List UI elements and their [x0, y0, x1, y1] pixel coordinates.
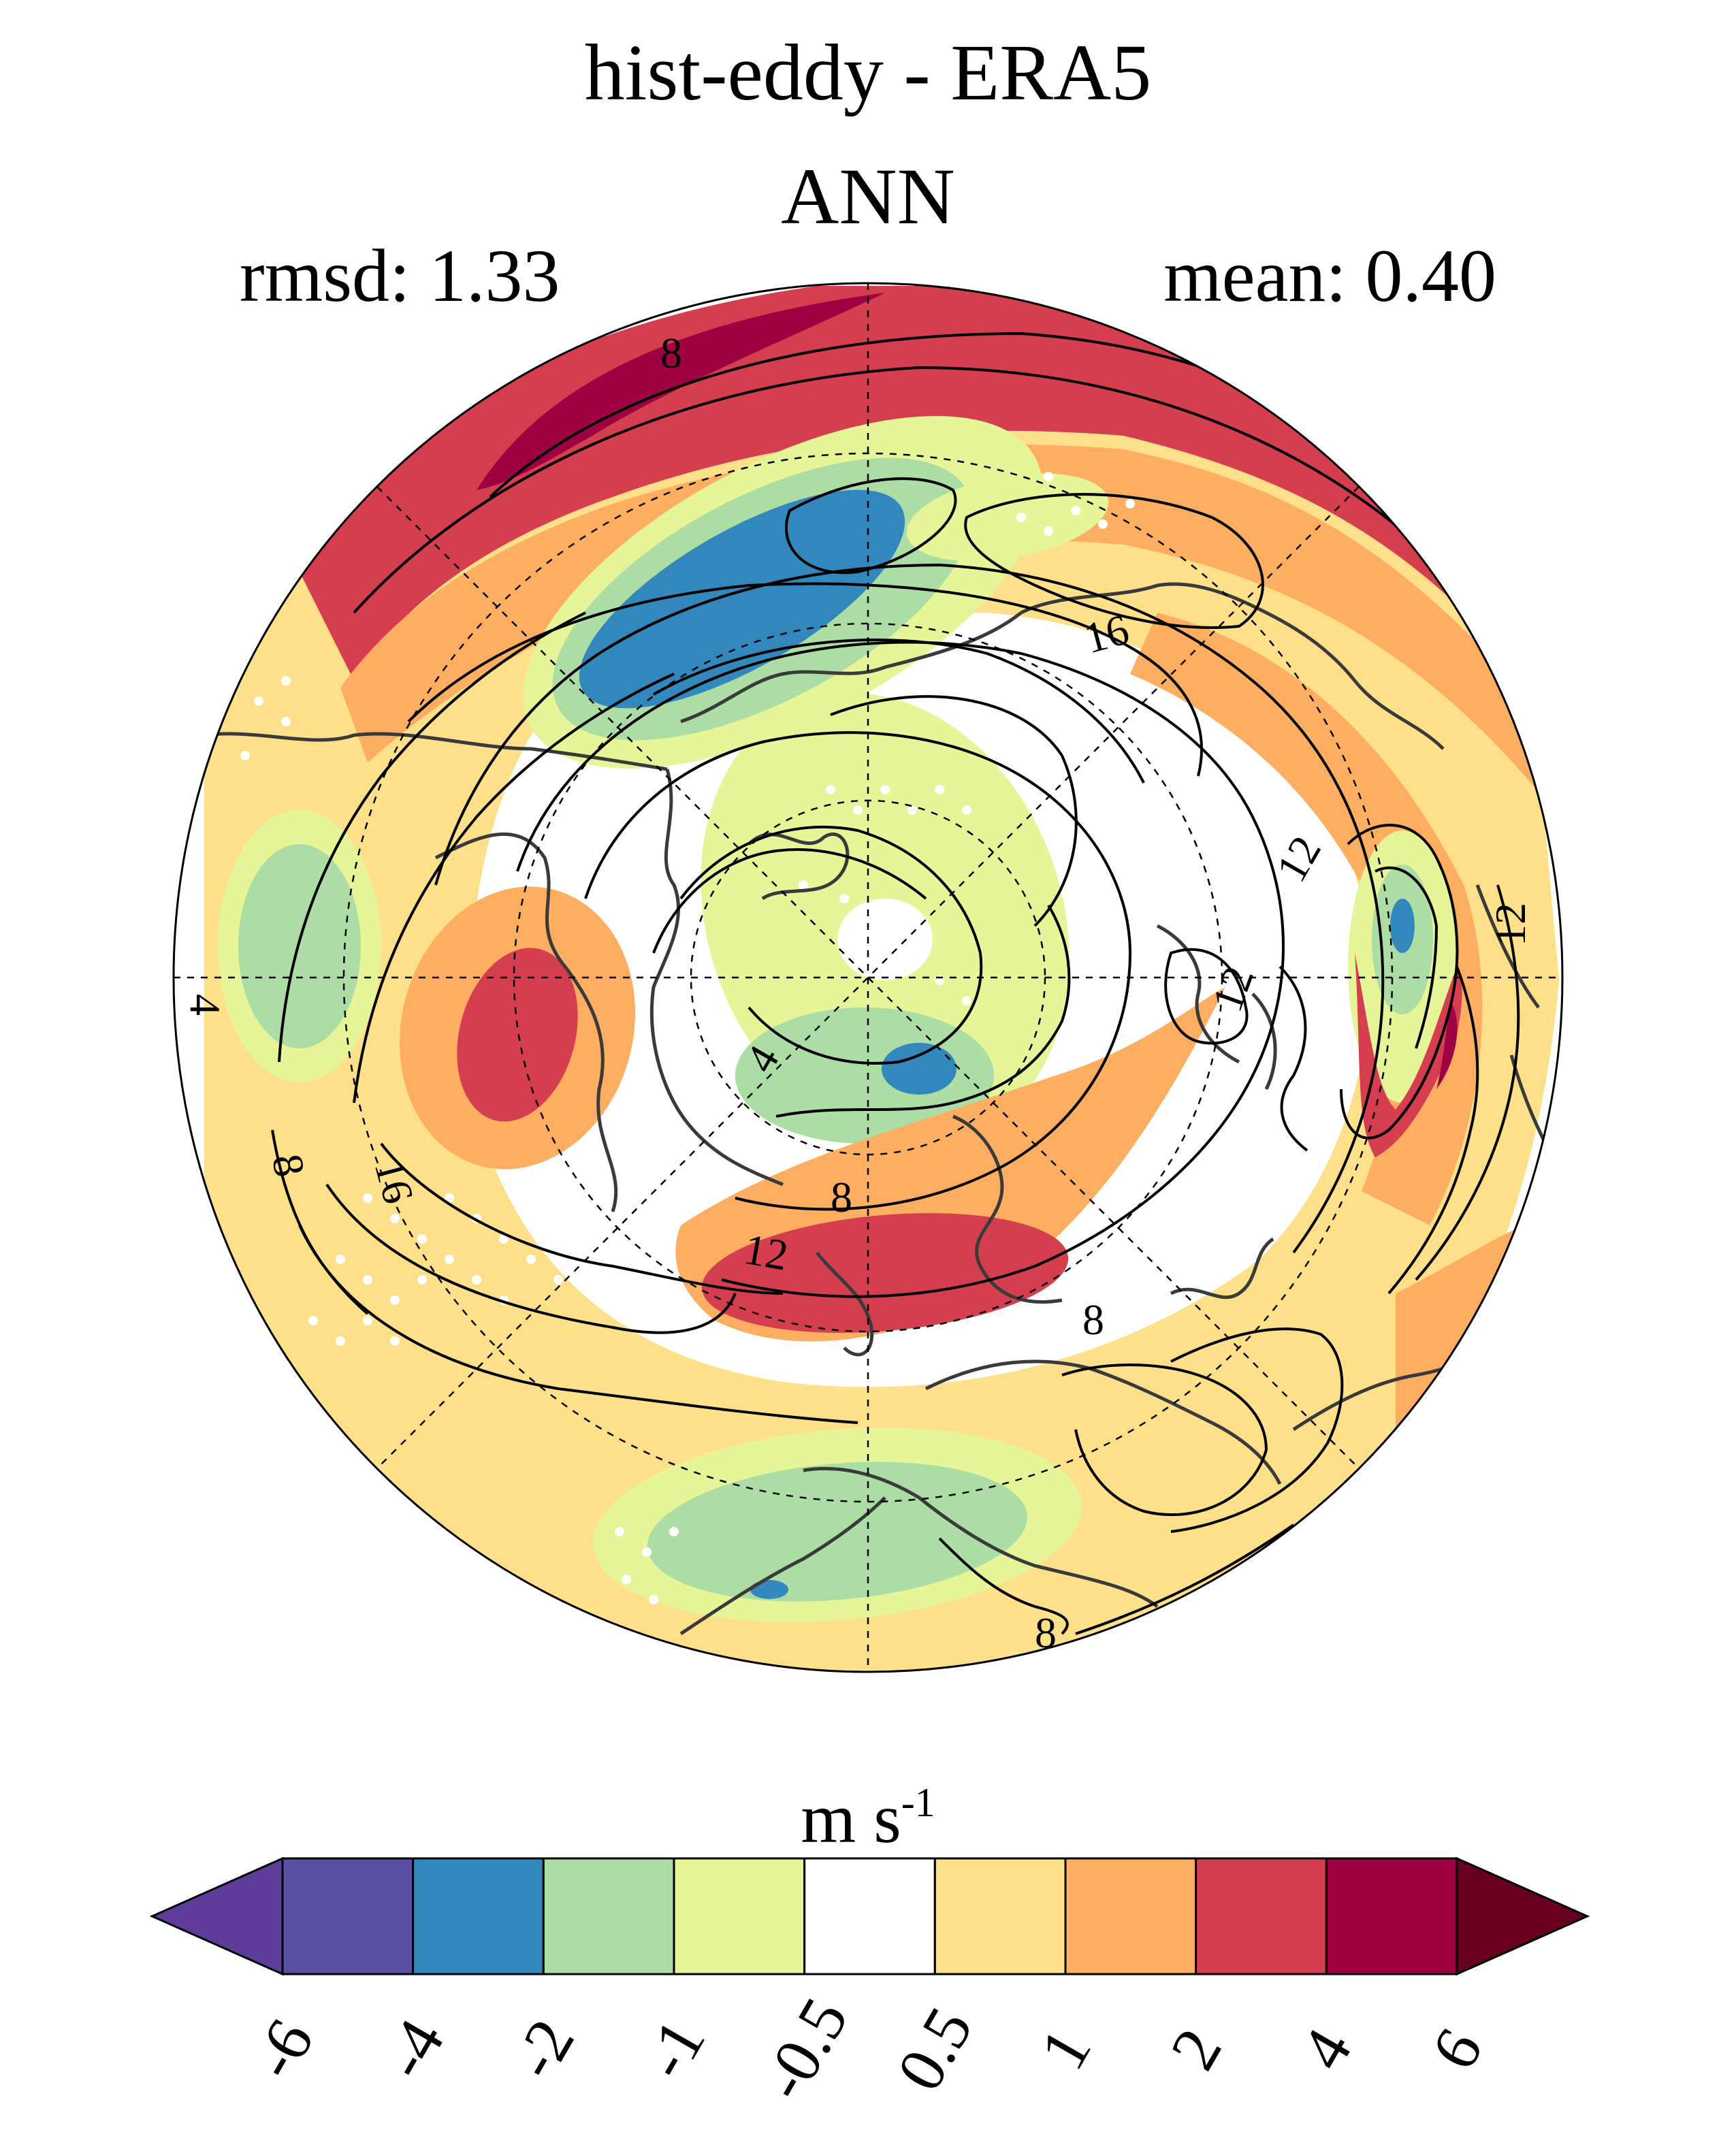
significance-stipple	[240, 472, 1135, 1604]
colorbar-box	[1195, 1857, 1328, 1975]
colorbar-box	[1325, 1857, 1458, 1975]
anomaly-region	[1436, 1001, 1458, 1089]
colorbar-box	[281, 1857, 415, 1975]
anomaly-region	[750, 1580, 788, 1599]
contour-label: 8	[831, 1173, 852, 1221]
rmsd-stat: rmsd: 1.33	[240, 234, 560, 317]
anomaly-region	[882, 1043, 957, 1095]
colorbar-box	[933, 1857, 1067, 1975]
contour-label: 12	[1486, 903, 1534, 946]
colorbar-extend-high	[1456, 1856, 1590, 1976]
coastlines	[204, 582, 1554, 1636]
map-title: hist-eddy - ERA5	[584, 28, 1152, 117]
colorbar-box	[542, 1857, 675, 1975]
climatology-contours	[271, 332, 1560, 1635]
units-exponent: -1	[901, 1780, 935, 1825]
colorbar-units: m s-1	[0, 1782, 1736, 1854]
anomaly-region	[579, 489, 905, 709]
contour-label: 8	[660, 329, 682, 377]
anomaly-region	[837, 899, 933, 980]
anomaly-region	[1390, 899, 1415, 953]
units-base: m s	[801, 1779, 901, 1858]
contour-label: 8	[1082, 1295, 1104, 1344]
colorbar-box	[803, 1857, 936, 1975]
contour-label: 8	[1035, 1609, 1057, 1657]
colorbar-box	[412, 1857, 545, 1975]
anomaly-region	[735, 1007, 994, 1144]
season-label: ANN	[781, 152, 955, 241]
colorbar-extend-low	[149, 1856, 284, 1976]
contour-label: 4	[181, 994, 229, 1016]
graticule	[174, 283, 1562, 1672]
map-boundary	[172, 282, 1564, 1673]
anomaly-region	[238, 844, 361, 1048]
anomaly-region	[457, 948, 578, 1122]
mean-stat: mean: 0.40	[1163, 234, 1496, 317]
anomaly-region	[647, 1462, 1028, 1602]
colorbar-box	[673, 1857, 806, 1975]
colorbar	[149, 1856, 1590, 1976]
colorbar-box	[1064, 1857, 1197, 1975]
contour-label: 12	[741, 1225, 792, 1280]
anomaly-region	[1355, 953, 1462, 1157]
anomaly-region	[477, 293, 885, 490]
